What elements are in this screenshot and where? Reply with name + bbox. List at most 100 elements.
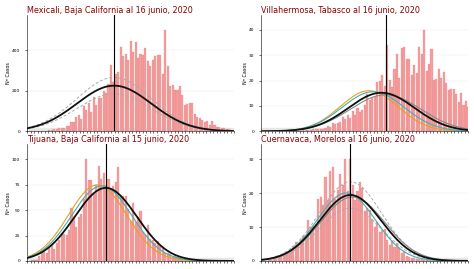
Bar	[376, 222, 378, 261]
Bar	[129, 41, 132, 131]
Bar	[110, 65, 112, 131]
Bar	[310, 130, 312, 131]
Bar	[95, 105, 97, 131]
Bar	[465, 101, 467, 131]
Bar	[186, 259, 188, 261]
Bar	[300, 240, 302, 261]
Bar	[65, 235, 68, 261]
Bar	[174, 256, 176, 261]
Bar	[332, 123, 334, 131]
Bar	[115, 182, 117, 261]
Y-axis label: Nº Casos: Nº Casos	[243, 192, 247, 214]
Bar	[376, 82, 378, 131]
Bar	[53, 249, 55, 261]
Y-axis label: Nº Casos: Nº Casos	[243, 62, 247, 84]
Bar	[115, 74, 117, 131]
Bar	[152, 61, 154, 131]
Bar	[379, 232, 381, 261]
Bar	[413, 65, 415, 131]
Bar	[46, 253, 48, 261]
Bar	[302, 130, 304, 131]
Bar	[125, 54, 127, 131]
Bar	[389, 80, 391, 131]
Bar	[129, 221, 132, 261]
Y-axis label: Nº Casos: Nº Casos	[6, 62, 10, 84]
Bar	[132, 52, 134, 131]
Bar	[201, 120, 203, 131]
Bar	[426, 260, 428, 261]
Bar	[386, 45, 388, 131]
Bar	[359, 112, 361, 131]
Bar	[125, 196, 127, 261]
Bar	[194, 260, 196, 261]
Bar	[393, 247, 395, 261]
Bar	[337, 190, 339, 261]
Bar	[73, 217, 75, 261]
Bar	[383, 86, 386, 131]
Bar	[305, 236, 307, 261]
Bar	[349, 118, 351, 131]
Bar	[366, 208, 368, 261]
Bar	[324, 177, 327, 261]
Bar	[38, 256, 40, 261]
Bar	[92, 194, 95, 261]
Bar	[120, 47, 122, 131]
Bar	[189, 103, 191, 131]
Bar	[369, 100, 371, 131]
Bar	[75, 117, 77, 131]
Bar	[460, 93, 462, 131]
Bar	[172, 257, 173, 261]
Bar	[110, 189, 112, 261]
Bar	[463, 105, 465, 131]
Bar	[315, 129, 317, 131]
Bar	[273, 259, 275, 261]
Bar	[43, 251, 46, 261]
Bar	[287, 253, 290, 261]
Bar	[179, 86, 181, 131]
Bar	[445, 83, 447, 131]
Bar	[359, 182, 361, 261]
Bar	[312, 129, 314, 131]
Bar	[95, 185, 97, 261]
Bar	[48, 249, 50, 261]
Bar	[280, 256, 282, 261]
Bar	[71, 208, 73, 261]
Bar	[90, 180, 92, 261]
Bar	[122, 56, 124, 131]
Bar	[416, 259, 418, 261]
Bar	[428, 64, 430, 131]
Bar	[162, 74, 164, 131]
Bar	[36, 260, 38, 261]
Bar	[53, 129, 55, 131]
Bar	[157, 55, 159, 131]
Bar	[58, 128, 60, 131]
Bar	[58, 240, 60, 261]
Bar	[408, 257, 410, 261]
Bar	[98, 98, 100, 131]
Bar	[211, 121, 213, 131]
Bar	[75, 227, 77, 261]
Bar	[278, 257, 280, 261]
Bar	[398, 248, 401, 261]
Bar	[127, 60, 129, 131]
Text: Cuernavaca, Morelos al 16 junio, 2020: Cuernavaca, Morelos al 16 junio, 2020	[261, 135, 415, 144]
Bar	[401, 253, 403, 261]
Bar	[108, 179, 109, 261]
Bar	[83, 106, 85, 131]
Bar	[324, 129, 327, 131]
Bar	[182, 95, 183, 131]
Bar	[157, 241, 159, 261]
Bar	[371, 219, 374, 261]
Bar	[391, 87, 393, 131]
Bar	[209, 125, 210, 131]
Bar	[275, 256, 277, 261]
Bar	[391, 241, 393, 261]
Bar	[261, 128, 468, 131]
Bar	[137, 58, 139, 131]
Bar	[317, 199, 319, 261]
Bar	[337, 123, 339, 131]
Bar	[139, 211, 142, 261]
Bar	[455, 94, 457, 131]
Bar	[145, 48, 146, 131]
Bar	[292, 246, 294, 261]
